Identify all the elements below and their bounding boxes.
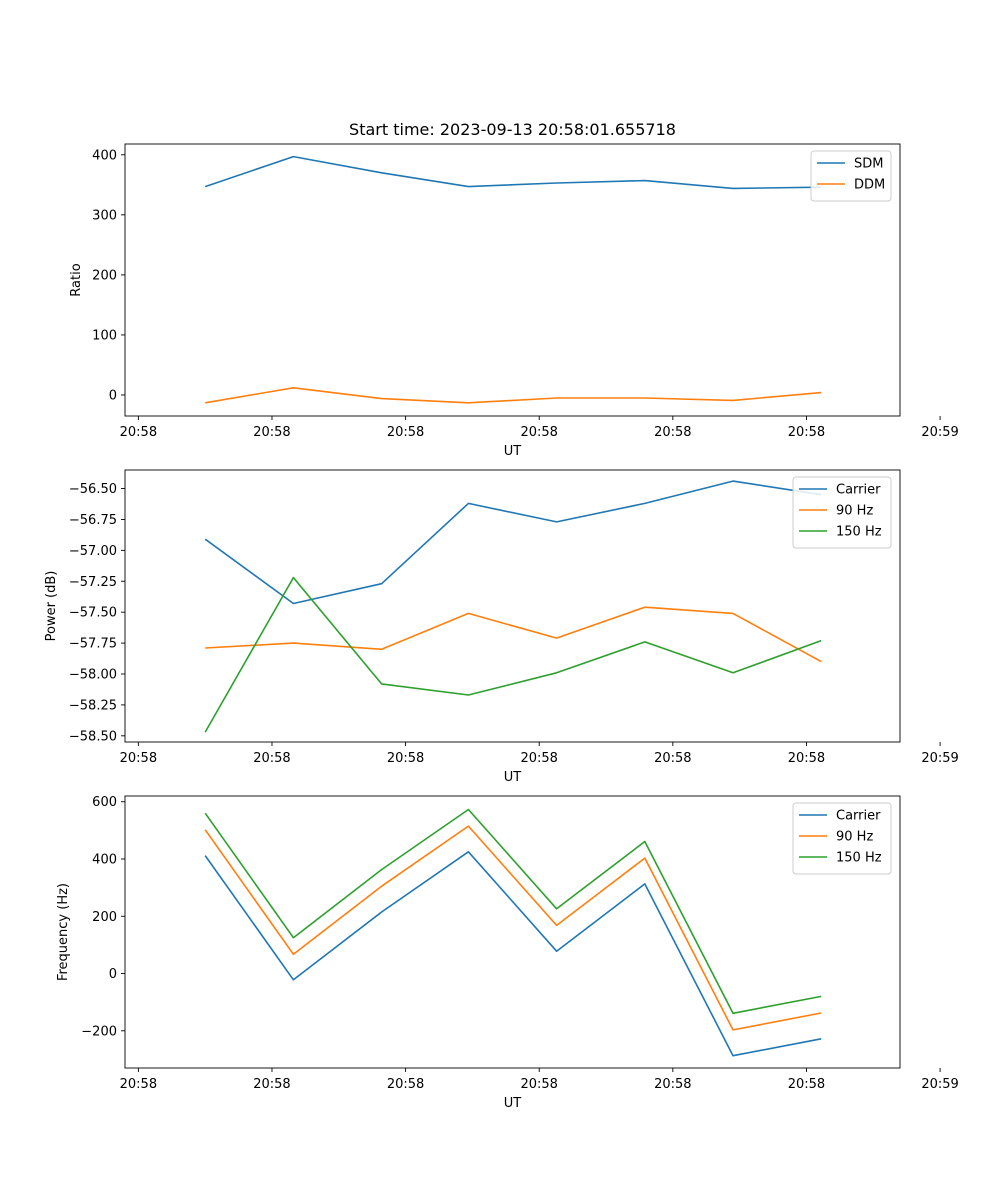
x-tick-label: 20:58 (120, 1077, 157, 1092)
x-tick-label: 20:59 (921, 751, 958, 766)
chart-title: Start time: 2023-09-13 20:58:01.655718 (349, 120, 676, 139)
y-axis-label: Ratio (69, 263, 84, 296)
x-tick-label: 20:58 (520, 751, 557, 766)
x-tick-label: 20:58 (520, 1077, 557, 1092)
legend: SDM DDM (810, 150, 892, 202)
legend-label: 90 Hz (836, 504, 873, 519)
y-tick-label: 200 (92, 910, 117, 925)
x-tick-label: 20:58 (387, 425, 424, 440)
x-axis-label: UT (504, 770, 522, 785)
series-line-carrier (204, 850, 822, 1057)
y-tick-label: 600 (92, 795, 117, 810)
y-tick-label: 400 (92, 852, 117, 867)
axes-frame (124, 143, 901, 417)
legend-label: DDM (854, 178, 885, 193)
y-tick-label: 0 (109, 967, 117, 982)
x-tick-label: 20:58 (654, 425, 691, 440)
x-tick-label: 20:58 (253, 425, 290, 440)
series-line-150-hz (204, 808, 822, 1015)
y-tick-label: −57.25 (69, 575, 117, 590)
legend: Carrier 90 Hz 150 Hz (792, 476, 892, 549)
y-axis-label: Power (dB) (44, 571, 59, 642)
x-tick-label: 20:58 (788, 1077, 825, 1092)
axes-frame (124, 469, 901, 743)
legend-label: Carrier (836, 809, 881, 824)
x-tick-label: 20:59 (921, 1077, 958, 1092)
series-line-150-hz (204, 576, 822, 733)
axes-frame (124, 795, 901, 1069)
y-tick-label: −58.00 (69, 668, 117, 683)
y-tick-label: −200 (81, 1024, 117, 1039)
series-line-90-hz (204, 825, 822, 1031)
x-axis-label: UT (504, 444, 522, 459)
legend-label: 150 Hz (836, 851, 882, 866)
y-tick-label: 300 (92, 208, 117, 223)
y-tick-label: −57.50 (69, 606, 117, 621)
x-tick-label: 20:58 (120, 751, 157, 766)
y-tick-label: −58.50 (69, 729, 117, 744)
y-tick-label: −57.00 (69, 544, 117, 559)
x-tick-label: 20:58 (387, 1077, 424, 1092)
series-line-carrier (204, 480, 822, 605)
series-line-ddm (205, 386, 822, 404)
x-tick-label: 20:59 (921, 425, 958, 440)
y-axis-label: Frequency (Hz) (56, 883, 71, 981)
x-tick-label: 20:58 (253, 1077, 290, 1092)
legend-label: SDM (854, 157, 883, 172)
x-axis-label: UT (504, 1096, 522, 1111)
x-tick-label: 20:58 (788, 425, 825, 440)
y-tick-label: −56.50 (69, 482, 117, 497)
y-tick-label: 0 (109, 388, 117, 403)
y-tick-label: 200 (92, 268, 117, 283)
chart-panel-power: 20:58 20:58 20:58 20:58 20:58 20:58 20:59 −58.5… (44, 469, 959, 785)
x-tick-label: 20:58 (520, 425, 557, 440)
x-tick-label: 20:58 (120, 425, 157, 440)
y-tick-label: −56.75 (69, 513, 117, 528)
x-tick-label: 20:58 (654, 751, 691, 766)
y-tick-label: −57.75 (69, 637, 117, 652)
series-line-sdm (204, 155, 822, 190)
chart-panel-ratio: 20:58 20:58 20:58 20:58 20:58 20:58 20:59 0 100 2… (69, 120, 959, 459)
y-tick-label: 400 (92, 148, 117, 163)
y-tick-label: −58.25 (69, 698, 117, 713)
legend-label: Carrier (836, 483, 881, 498)
x-tick-label: 20:58 (387, 751, 424, 766)
x-tick-label: 20:58 (788, 751, 825, 766)
legend: Carrier 90 Hz 150 Hz (792, 802, 892, 875)
legend-label: 90 Hz (836, 830, 873, 845)
x-tick-label: 20:58 (253, 751, 290, 766)
y-tick-label: 100 (92, 328, 117, 343)
x-tick-label: 20:58 (654, 1077, 691, 1092)
series-line-90-hz (205, 606, 822, 663)
legend-label: 150 Hz (836, 525, 882, 540)
chart-panel-frequency: 20:58 20:58 20:58 20:58 20:58 20:58 20:59 −200 0… (56, 795, 959, 1111)
